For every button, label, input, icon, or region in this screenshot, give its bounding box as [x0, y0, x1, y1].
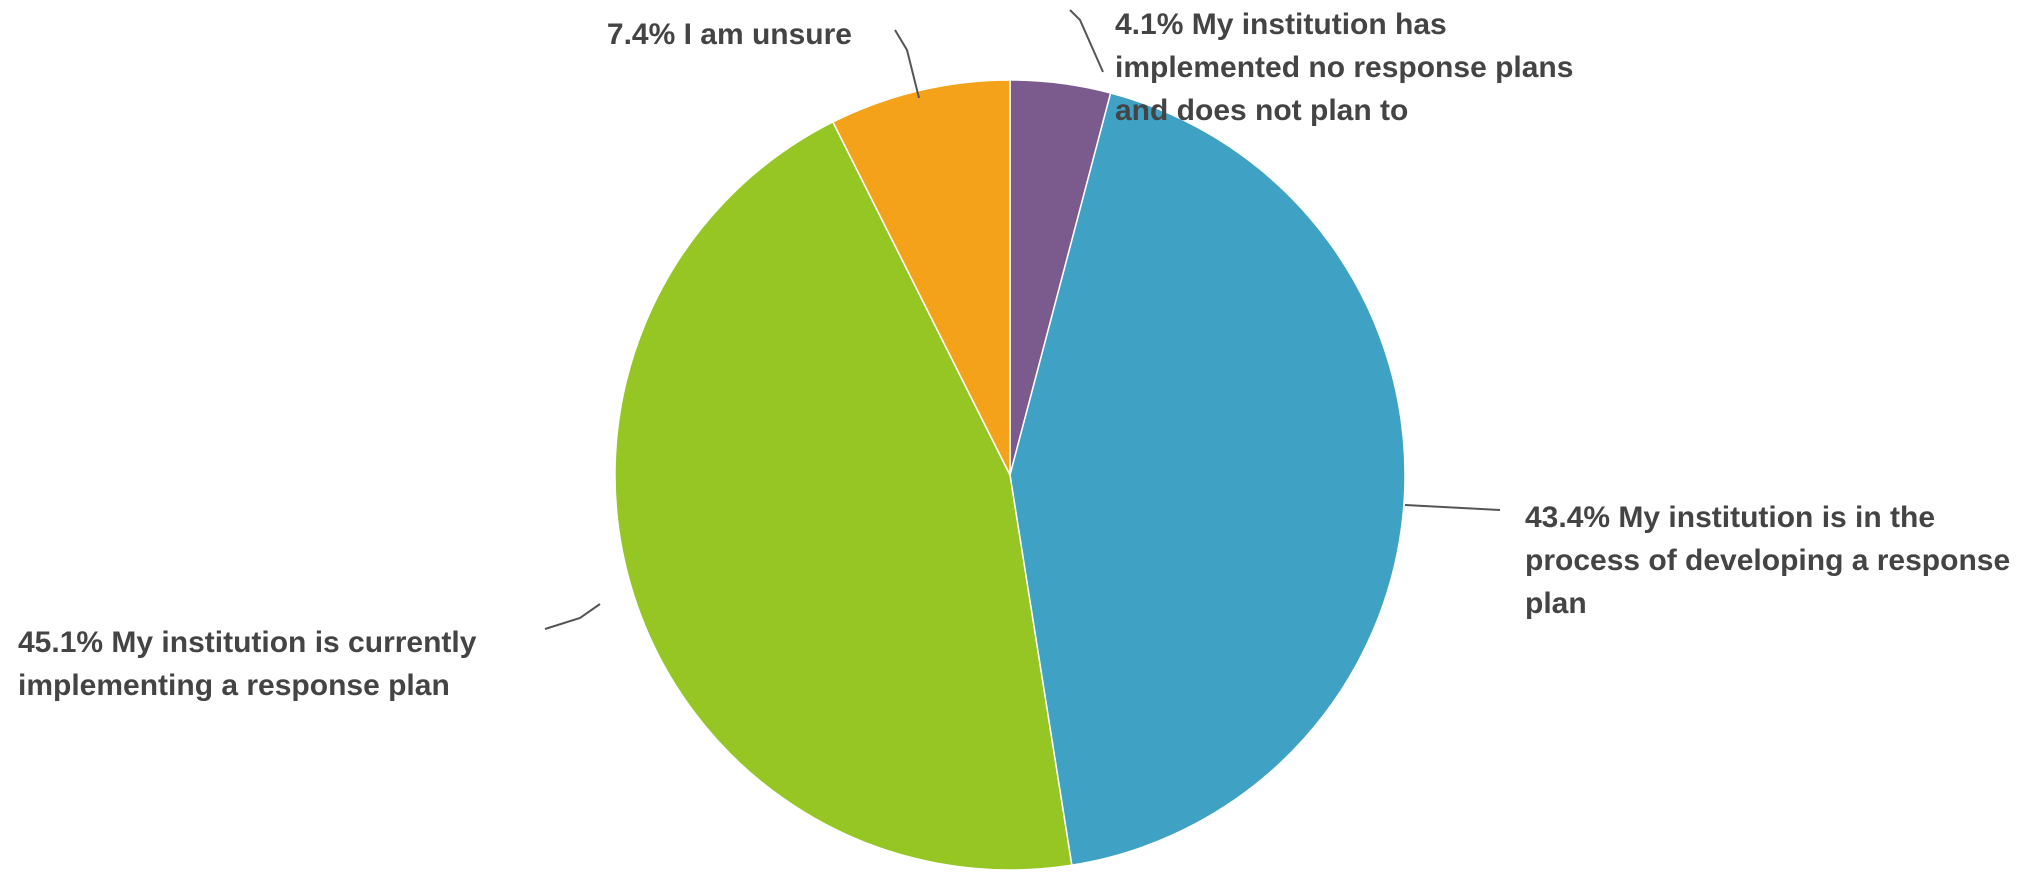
slice-label-0-line-1: implemented no response plans — [1115, 51, 1573, 84]
slice-label-1-line-2: plan — [1525, 587, 1587, 620]
slice-label-2: 45.1% My institution is currently impleme… — [18, 626, 477, 702]
slice-label-0-line-2: and does not plan to — [1115, 94, 1408, 127]
slice-label-1-line-1: process of developing a response — [1525, 544, 2010, 577]
slice-label-0: 4.1% My institution has implemented no re… — [1115, 8, 1573, 127]
slice-label-3: 7.4% I am unsure — [607, 18, 852, 51]
slices-layer — [615, 80, 1405, 870]
leader-line-3 — [895, 30, 919, 98]
leader-line-1 — [1405, 505, 1500, 510]
slice-label-1-line-0: 43.4% My institution is in the — [1525, 501, 1935, 534]
leader-line-0 — [1070, 10, 1103, 72]
slice-label-2-line-0: 45.1% My institution is currently — [18, 626, 477, 659]
slice-label-3-line-0: 7.4% I am unsure — [607, 18, 852, 51]
leader-line-2 — [545, 604, 600, 629]
slice-label-0-line-0: 4.1% My institution has — [1115, 8, 1447, 41]
slice-label-1: 43.4% My institution is in the process of… — [1525, 501, 2010, 620]
slice-label-2-line-1: implementing a response plan — [18, 669, 450, 702]
